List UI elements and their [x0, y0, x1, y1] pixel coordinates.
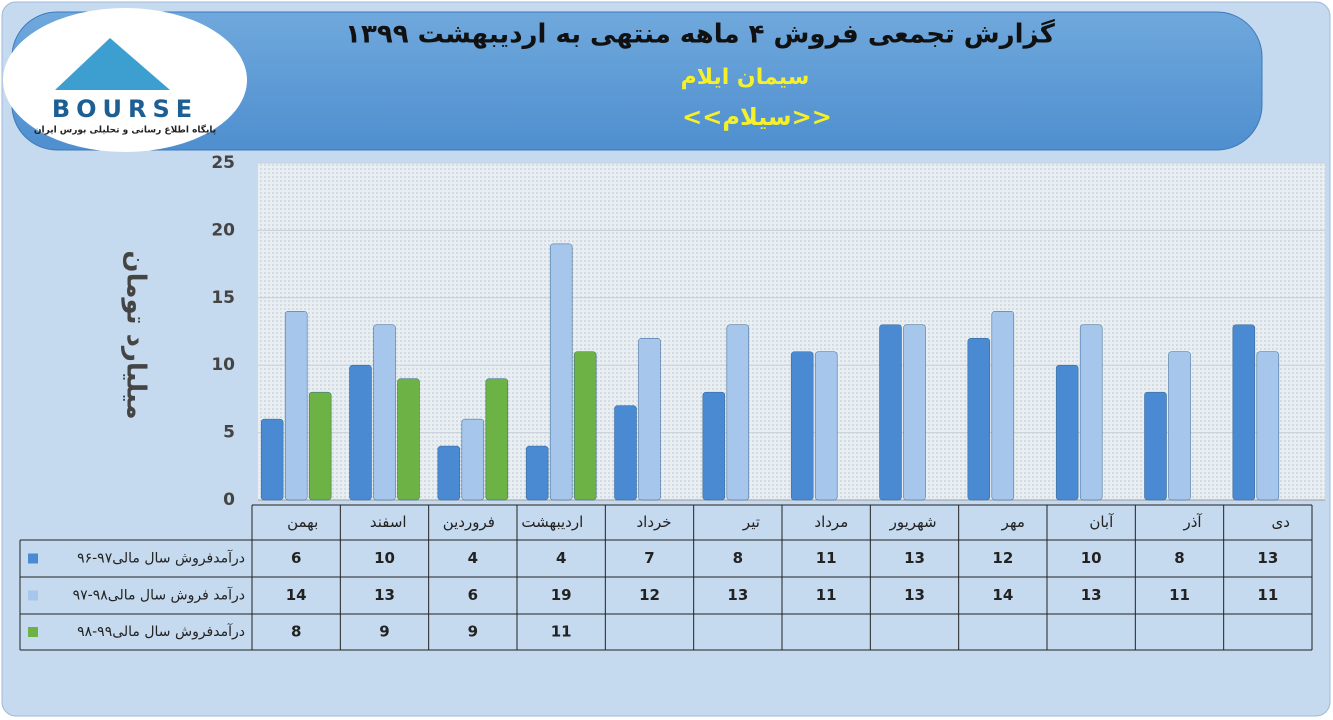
y-tick-label: 15 [211, 288, 235, 308]
data-label: 9 [379, 623, 389, 641]
chart-title: گزارش تجمعی فروش ۴ ماهه منتهی به اردیبهش… [345, 19, 1056, 50]
bar [790, 351, 814, 501]
bar [349, 364, 372, 501]
legend-label: درآمد فروش سال مالی۹۸-۹۷ [73, 587, 245, 604]
data-label: 19 [551, 586, 572, 604]
data-label: 11 [816, 549, 837, 567]
data-label: 11 [551, 623, 572, 641]
bar [1079, 324, 1103, 501]
data-label: 12 [639, 586, 660, 604]
legend-label: درآمدفروش سال مالی۹۹-۹۸ [77, 623, 245, 640]
bar [1232, 324, 1256, 501]
y-tick-label: 20 [211, 220, 235, 240]
data-label: 7 [644, 549, 654, 567]
bar [614, 405, 637, 501]
data-label: 8 [733, 549, 743, 567]
data-label: 13 [1257, 549, 1278, 567]
bar [879, 324, 902, 501]
data-label: 4 [556, 549, 566, 567]
x-tick-label: مرداد [814, 513, 848, 531]
bar [1168, 351, 1191, 501]
bar [903, 324, 926, 501]
x-tick-label: آبان [1089, 513, 1114, 531]
x-tick-label: دی [1271, 513, 1289, 531]
x-tick-label: فروردین [443, 513, 495, 531]
data-label: 10 [374, 549, 395, 567]
legend-swatch [28, 627, 38, 637]
bar [549, 243, 573, 501]
bar [1144, 391, 1167, 501]
logo-icon [55, 38, 170, 90]
bar [284, 311, 308, 501]
bar [702, 391, 726, 501]
data-label: 11 [1169, 586, 1190, 604]
data-label: 4 [468, 549, 478, 567]
data-label: 6 [291, 549, 301, 567]
bar [373, 324, 396, 501]
x-tick-label: آذر [1182, 513, 1202, 531]
data-label: 8 [1174, 549, 1184, 567]
data-label: 11 [816, 586, 837, 604]
data-label: 10 [1081, 549, 1102, 567]
bar [1055, 364, 1079, 501]
bar [485, 378, 509, 501]
data-label: 14 [286, 586, 307, 604]
legend-swatch [28, 553, 38, 564]
data-label: 13 [727, 586, 748, 604]
bar [573, 351, 597, 501]
data-label: 12 [992, 549, 1013, 567]
bar [1256, 351, 1280, 501]
bar [638, 337, 661, 501]
y-tick-label: 25 [211, 153, 235, 173]
y-tick-label: 0 [223, 490, 235, 510]
y-tick-label: 5 [223, 423, 235, 443]
bar [525, 445, 549, 501]
bar [726, 324, 750, 501]
logo-name: BOURSE [52, 95, 198, 123]
bar [437, 445, 461, 501]
bar [397, 378, 420, 501]
data-label: 13 [904, 549, 925, 567]
legend-swatch [28, 590, 38, 601]
logo-tagline: پایگاه اطلاع رسانی و تحلیلی بورس ایران [34, 124, 216, 136]
x-tick-label: تیر [742, 513, 760, 531]
x-tick-label: اردیبهشت [521, 513, 583, 531]
bar [814, 351, 838, 501]
x-tick-label: بهمن [287, 513, 318, 531]
data-label: 6 [468, 586, 478, 604]
data-label: 14 [992, 586, 1013, 604]
bar [461, 418, 485, 501]
y-axis-label: میلیارد تومان [121, 250, 151, 419]
bar [967, 337, 991, 501]
data-label: 11 [1257, 586, 1278, 604]
chart-subtitle: سیمان ایلام [681, 65, 810, 90]
bar [308, 391, 332, 501]
x-tick-label: مهر [1001, 513, 1025, 531]
bar [991, 311, 1015, 501]
legend-label: درآمدفروش سال مالی۹۷-۹۶ [77, 550, 245, 567]
data-label: 13 [1081, 586, 1102, 604]
data-label: 13 [904, 586, 925, 604]
x-tick-label: خرداد [637, 513, 672, 531]
bar [260, 418, 284, 501]
x-tick-label: شهریور [889, 513, 937, 531]
data-label: 9 [468, 623, 478, 641]
symbol: <<سیلام>> [682, 103, 832, 131]
data-label: 8 [291, 623, 301, 641]
data-label: 13 [374, 586, 395, 604]
x-tick-label: اسفند [370, 513, 407, 531]
y-tick-label: 10 [211, 355, 235, 375]
